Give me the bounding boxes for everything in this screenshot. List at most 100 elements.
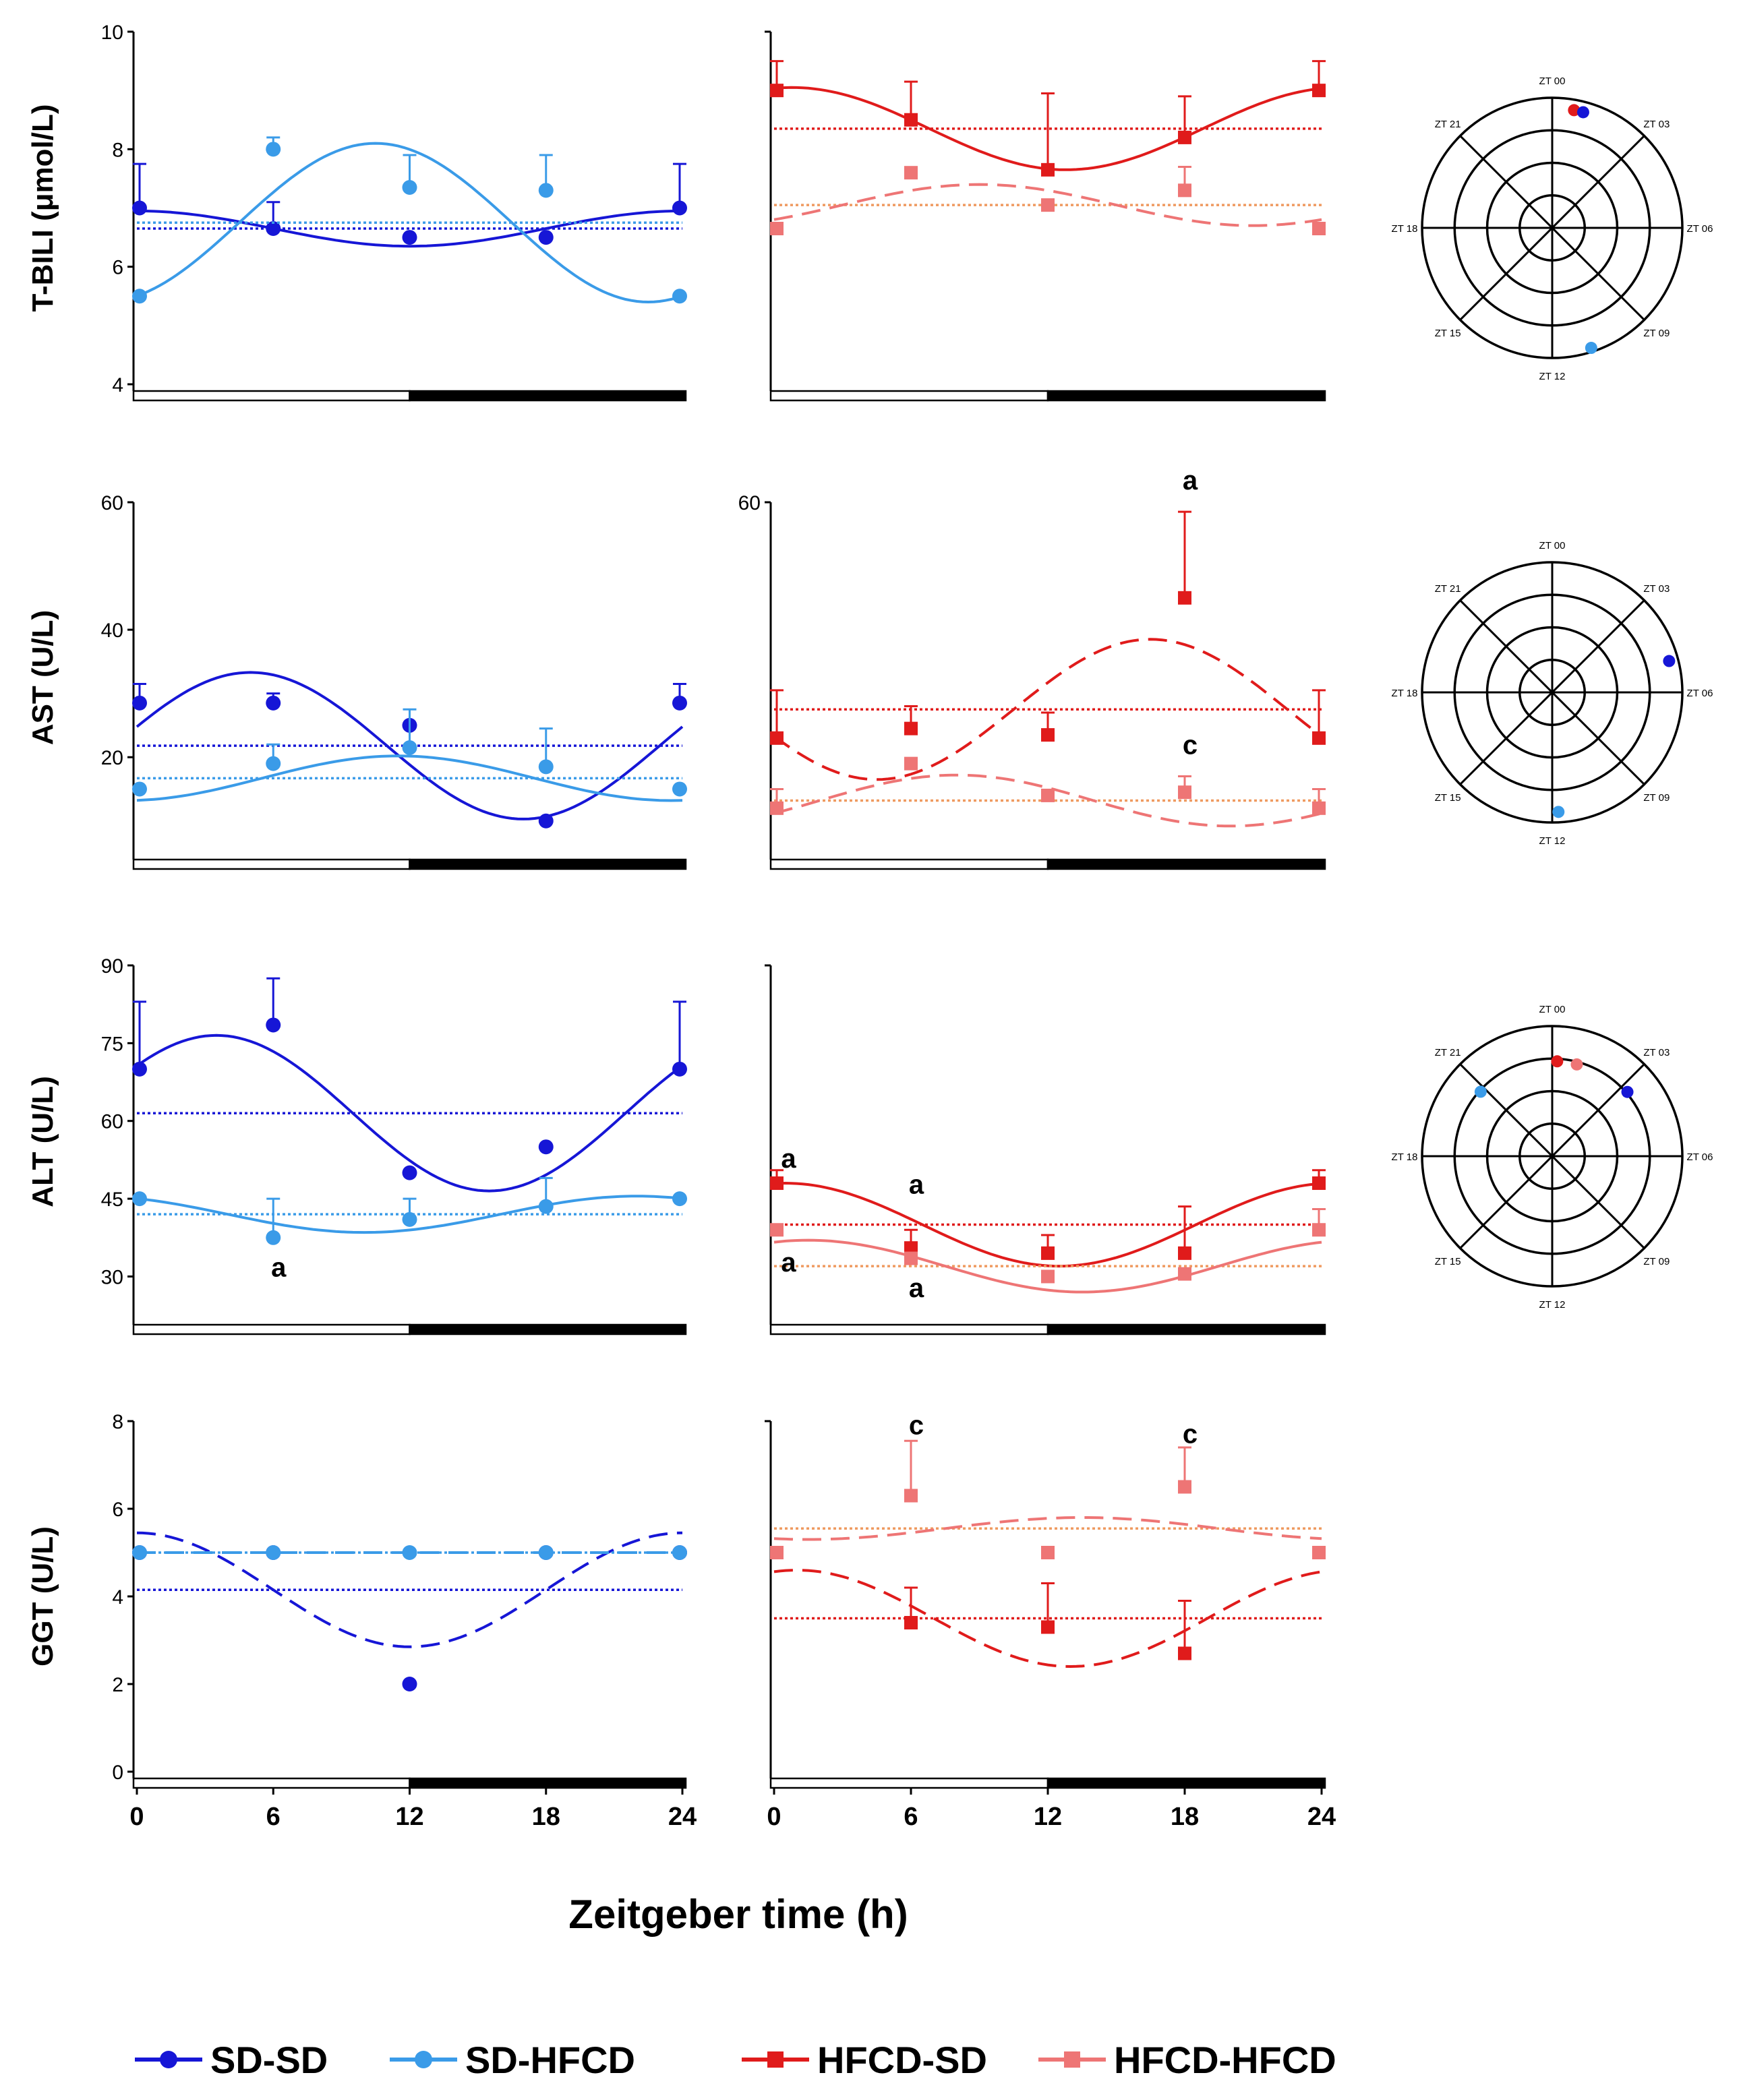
zt-label: ZT 21 <box>1435 583 1461 595</box>
light-phase-bar <box>132 1777 411 1789</box>
cosinor-curve <box>773 773 1322 828</box>
y-tick-label: 60 <box>101 1111 123 1133</box>
zt-label: ZT 09 <box>1643 1256 1670 1267</box>
acrophase-point <box>1585 342 1597 355</box>
significance-letter: a <box>271 1253 287 1282</box>
polar-plot-row1: ZT 00 ZT 03 ZT 06 ZT 09 ZT 12 ZT 15 ZT 18 ZT 21 <box>1392 540 1713 847</box>
zt-label: ZT 18 <box>1392 688 1418 699</box>
data-point <box>904 721 918 736</box>
zt-label: ZT 09 <box>1643 328 1670 339</box>
y-tick-label: 45 <box>101 1189 123 1211</box>
data-point <box>402 230 417 245</box>
significance-letter: a <box>909 1170 924 1199</box>
data-point <box>672 1191 687 1207</box>
acrophase-point <box>1552 806 1565 818</box>
data-point <box>132 289 147 304</box>
legend-label: HFCD-HFCD <box>1114 2039 1336 2081</box>
significance-letter: a <box>781 1248 796 1278</box>
data-point <box>1312 1176 1326 1191</box>
data-point <box>1178 785 1191 800</box>
acrophase-point <box>1621 1085 1634 1098</box>
zt-label: ZT 06 <box>1687 1151 1713 1163</box>
y-tick-label: 20 <box>101 747 123 769</box>
cosinor-curve <box>773 1181 1322 1268</box>
panel-sd-row2: 30 45 60 75 90 ALT (U/L) a <box>26 955 687 1336</box>
y-tick-label: 10 <box>101 22 123 44</box>
acrophase-point <box>1568 104 1581 117</box>
data-point <box>1041 162 1055 177</box>
data-point <box>1178 1646 1191 1660</box>
polar-spoke <box>1459 1063 1645 1249</box>
zt-label: ZT 03 <box>1643 1047 1670 1058</box>
data-point <box>1178 1267 1191 1281</box>
cosinor-curve <box>773 1516 1322 1541</box>
data-point <box>402 1545 417 1560</box>
y-tick-label: 40 <box>101 620 123 642</box>
data-point <box>266 1230 281 1245</box>
data-point <box>266 1545 281 1560</box>
y-tick-label: 0 <box>112 1762 123 1784</box>
series-hfcd-sd <box>770 1169 1326 1268</box>
data-point <box>904 1489 918 1503</box>
data-point <box>402 740 417 755</box>
panel-hfcd-row0 <box>765 30 1326 402</box>
data-point <box>1312 84 1326 98</box>
series-hfcd-hfcd <box>770 1439 1326 1559</box>
significance-letter: a <box>1183 466 1198 496</box>
y-tick-label: 90 <box>101 955 123 978</box>
legend-item-hfcd-sd: HFCD-SD <box>742 2039 987 2081</box>
data-point <box>1312 1546 1326 1559</box>
data-point <box>1041 788 1055 802</box>
data-point <box>132 781 147 797</box>
y-tick-label: 75 <box>101 1033 123 1055</box>
data-point <box>672 289 687 304</box>
legend-label: SD-SD <box>210 2039 328 2081</box>
data-point <box>672 695 687 711</box>
cosinor-curve <box>136 1531 683 1648</box>
data-point <box>402 1211 417 1227</box>
y-axis-label: T-BILI (μmol/L) <box>26 104 59 312</box>
data-point <box>672 1545 687 1560</box>
data-point <box>904 166 918 180</box>
dark-phase-bar <box>409 390 687 402</box>
data-point <box>1312 222 1326 236</box>
cosinor-curve <box>773 1238 1322 1294</box>
data-point <box>402 1165 417 1180</box>
light-phase-bar <box>769 1777 1049 1789</box>
significance-letter: c <box>1183 1420 1198 1449</box>
panel-hfcd-row3: 0 6 12 18 24 c c <box>765 1411 1336 1831</box>
significance-letter: c <box>1183 730 1198 760</box>
panel-hfcd-row2: a a a a <box>765 964 1326 1336</box>
data-point <box>538 759 554 775</box>
legend-marker <box>767 2051 784 2068</box>
data-point <box>266 1017 281 1033</box>
polar-plot-row2: ZT 00 ZT 03 ZT 06 ZT 09 ZT 12 ZT 15 ZT 18 ZT 21 <box>1392 1004 1713 1311</box>
x-tick-label: 6 <box>904 1803 918 1831</box>
zt-label: ZT 06 <box>1687 223 1713 235</box>
acrophase-point <box>1576 106 1589 119</box>
data-point <box>770 1223 784 1237</box>
acrophase-point <box>1474 1085 1487 1098</box>
significance-letter: c <box>909 1411 924 1441</box>
data-point <box>132 695 147 711</box>
legend: SD-SD SD-HFCD HFCD-SD HFCD-HFCD <box>135 2039 1336 2081</box>
cosinor-curve <box>136 142 683 304</box>
zt-label: ZT 15 <box>1435 1256 1461 1267</box>
data-point <box>402 1677 417 1691</box>
light-phase-bar <box>132 858 411 870</box>
zt-label: ZT 00 <box>1539 540 1566 551</box>
zt-label: ZT 18 <box>1392 223 1418 235</box>
data-point <box>132 1545 147 1560</box>
zt-label: ZT 00 <box>1539 1004 1566 1015</box>
series-sd-hfcd <box>132 1545 687 1560</box>
panel-sd-row1: 20 40 60 AST (U/L) <box>26 492 687 870</box>
data-point <box>538 183 554 198</box>
data-point <box>672 781 687 797</box>
legend-label: HFCD-SD <box>817 2039 987 2081</box>
x-tick-label: 12 <box>1034 1803 1062 1831</box>
series-sd-hfcd <box>132 136 687 304</box>
y-tick-label: 60 <box>101 492 123 514</box>
data-point <box>904 1616 918 1629</box>
data-point <box>1041 1546 1055 1559</box>
series-sd-hfcd <box>132 708 687 802</box>
